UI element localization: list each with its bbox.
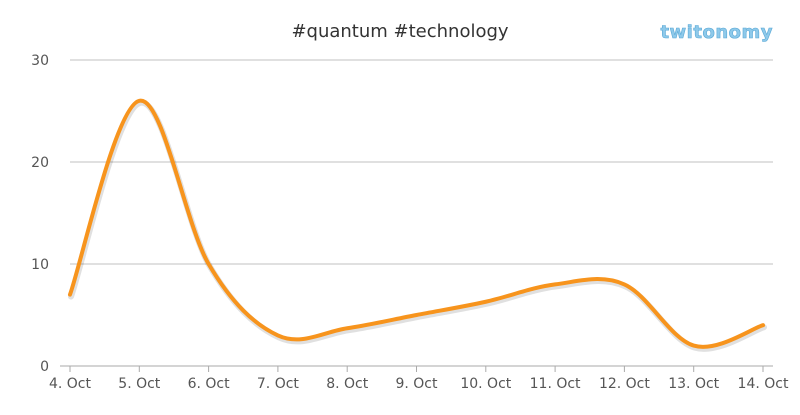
data-point[interactable] (621, 281, 627, 287)
series-shadow (68, 99, 767, 352)
y-tick-label: 10 (31, 257, 49, 273)
data-point[interactable] (483, 299, 489, 305)
x-tick-label: 13. Oct (668, 376, 719, 392)
x-tick-label: 14. Oct (738, 376, 789, 392)
y-axis: 0 10 20 30 (31, 53, 49, 375)
x-tick-label: 8. Oct (326, 376, 369, 392)
y-tick-label: 0 (40, 359, 49, 375)
data-point[interactable] (67, 292, 73, 298)
x-tick-label: 7. Oct (257, 376, 300, 392)
data-point[interactable] (691, 343, 697, 349)
data-point[interactable] (760, 322, 766, 328)
series-group (67, 98, 767, 352)
x-axis: 4. Oct 5. Oct 6. Oct 7. Oct 8. Oct 9. Oct 10. … (49, 365, 789, 392)
data-point[interactable] (275, 332, 281, 338)
y-tick-label: 20 (31, 155, 49, 171)
x-tick-label: 10. Oct (460, 376, 511, 392)
chart-title: #quantum #technology (291, 21, 508, 42)
grid-lines (70, 59, 773, 265)
data-point[interactable] (206, 261, 212, 267)
x-tick-label: 12. Oct (599, 376, 650, 392)
x-tick-label: 11. Oct (530, 376, 581, 392)
x-tick-label: 6. Oct (188, 376, 231, 392)
x-tick-label: 5. Oct (118, 376, 161, 392)
x-tick-label: 4. Oct (49, 376, 92, 392)
y-tick-label: 30 (31, 53, 49, 69)
x-tick-label: 9. Oct (395, 376, 438, 392)
data-point[interactable] (414, 312, 420, 318)
brand-logo: twitonomy (660, 22, 773, 44)
data-point[interactable] (344, 325, 350, 331)
series-line (68, 98, 765, 349)
logo-text: twitonomy (660, 22, 773, 43)
data-point[interactable] (552, 281, 558, 287)
data-point[interactable] (136, 98, 142, 104)
